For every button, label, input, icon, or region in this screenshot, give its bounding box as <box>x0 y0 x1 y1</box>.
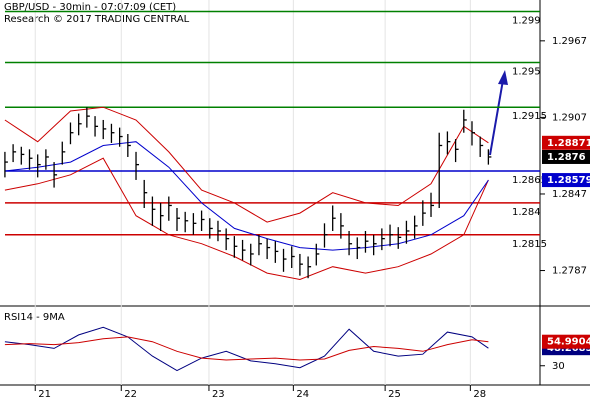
forecast-arrowhead <box>498 70 508 85</box>
chart-title: GBP/USD - 30min - 07:07:09 (CET) <box>4 2 176 13</box>
x-tick-label: 21 <box>38 389 51 400</box>
level-label: 1.295 <box>512 67 541 78</box>
rsi-tag <box>542 334 590 349</box>
indicator-line <box>4 141 489 251</box>
forecast-arrow <box>489 79 504 156</box>
rsi-tick-label: 30 <box>552 361 565 372</box>
price-tag-label: 1.2876 <box>547 152 586 163</box>
price-tag-label: 1.28579 <box>547 175 590 186</box>
x-tick-label: 28 <box>473 389 486 400</box>
x-tick-label: 22 <box>124 389 137 400</box>
price-tag-label: 1.28871 <box>547 138 590 149</box>
x-tick-label: 25 <box>388 389 401 400</box>
rsi-line <box>4 336 489 361</box>
price-tag <box>542 149 590 164</box>
rsi-line <box>4 326 489 372</box>
x-tick-label: 23 <box>212 389 225 400</box>
chart-subtitle: Research © 2017 TRADING CENTRAL <box>4 14 190 25</box>
y-tick-label: 1.2847 <box>552 189 587 200</box>
y-tick-label: 1.2787 <box>552 266 587 277</box>
level-label: 1.2865 <box>512 175 547 186</box>
y-tick-label: 1.2967 <box>552 36 587 47</box>
rsi-title: RSI14 - 9MA <box>4 312 65 323</box>
level-label: 1.299 <box>512 15 541 26</box>
level-label: 1.2815 <box>512 239 547 250</box>
rsi-tag-label: 54.9904 <box>547 337 590 348</box>
x-tick-label: 24 <box>296 389 309 400</box>
price-tag <box>542 135 590 150</box>
price-tag <box>542 173 590 188</box>
y-tick-label: 1.2907 <box>552 112 587 123</box>
level-label: 1.2915 <box>512 111 547 122</box>
level-label: 1.284 <box>512 207 541 218</box>
